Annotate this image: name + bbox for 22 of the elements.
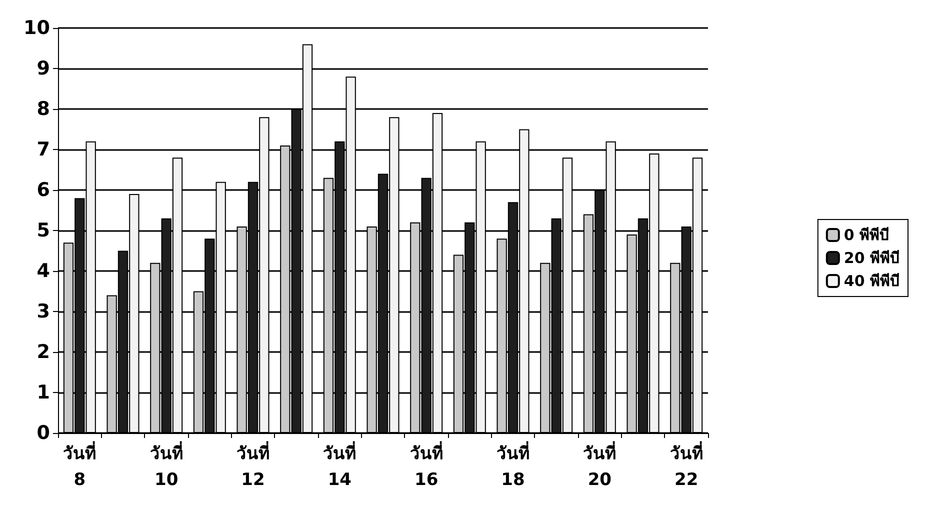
y-tick-label: 6 — [36, 179, 50, 201]
y-tick-label: 0 — [36, 422, 50, 444]
y-tick-label: 3 — [36, 300, 50, 322]
y-tick-label: 9 — [36, 58, 50, 80]
y-tick-label: 5 — [36, 220, 50, 242]
y-tick-label: 8 — [36, 98, 50, 120]
y-tick-label: 1 — [36, 382, 50, 404]
legend-label: 20 พีพีบี — [844, 249, 900, 267]
legend-label: 0 พีพีบี — [844, 226, 890, 244]
y-tick-label: 10 — [24, 17, 50, 39]
y-tick-label: 4 — [36, 260, 50, 282]
x-tick-label: วันที่ 14 — [323, 441, 356, 490]
x-tick-label: วันที่ 10 — [150, 441, 183, 490]
x-tick-label: วันที่ 16 — [410, 441, 443, 490]
x-tick-label: วันที่ 18 — [496, 441, 530, 490]
x-tick-label: วันที่ 8 — [63, 441, 96, 490]
x-tick-label: วันที่ 12 — [236, 441, 270, 490]
y-tick-label: 2 — [36, 341, 50, 363]
x-tick-label: วันที่ 20 — [583, 441, 616, 490]
y-tick-label: 7 — [36, 138, 50, 160]
legend-label: 40 พีพีบี — [844, 272, 900, 290]
x-tick-label: วันที่ 22 — [670, 441, 703, 490]
